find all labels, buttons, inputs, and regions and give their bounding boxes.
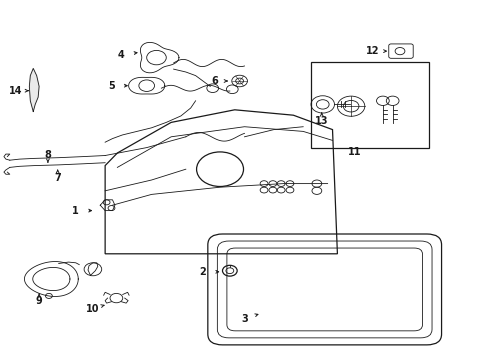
Text: 11: 11 [347, 147, 361, 157]
Text: 3: 3 [241, 314, 247, 324]
Text: 6: 6 [211, 76, 218, 86]
Text: 7: 7 [54, 173, 61, 183]
Text: 10: 10 [86, 303, 100, 314]
Text: 13: 13 [314, 116, 328, 126]
Text: 14: 14 [9, 86, 23, 96]
Text: 9: 9 [36, 296, 42, 306]
Bar [310, 62, 428, 148]
Text: 12: 12 [365, 46, 379, 56]
Text: 5: 5 [108, 81, 115, 91]
Polygon shape [29, 68, 39, 112]
Text: 2: 2 [199, 267, 206, 277]
Text: 8: 8 [44, 150, 51, 160]
Text: 1: 1 [72, 206, 79, 216]
Text: 4: 4 [118, 50, 124, 60]
